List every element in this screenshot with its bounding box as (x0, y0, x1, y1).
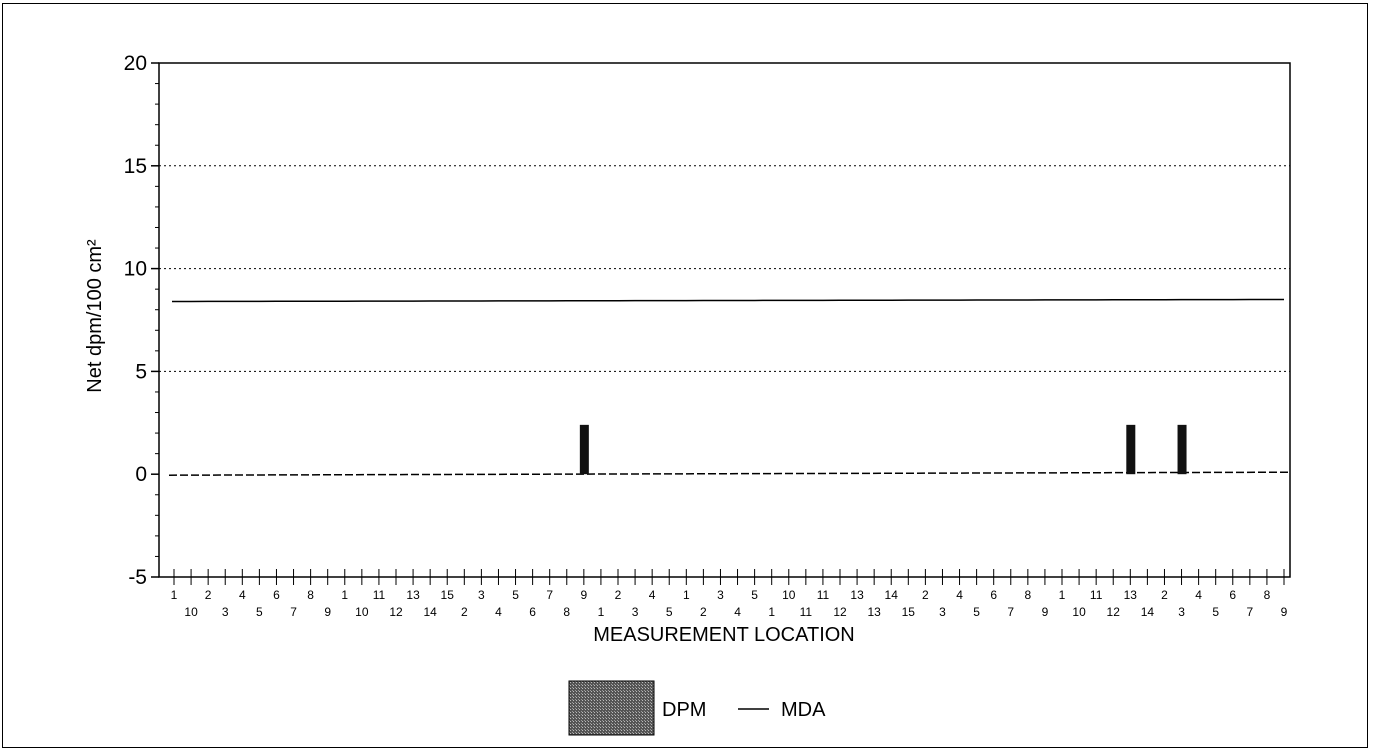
x-tick-label: 12 (1107, 605, 1121, 619)
x-tick-label: 5 (1212, 605, 1219, 619)
x-tick-label: 3 (1178, 605, 1185, 619)
x-tick-label: 3 (717, 588, 724, 602)
x-tick-label: 5 (751, 588, 758, 602)
x-tick-label: 13 (850, 588, 864, 602)
x-tick-label: 4 (495, 605, 502, 619)
x-tick-label: 3 (222, 605, 229, 619)
series-lines (171, 298, 1285, 303)
x-tick-label: 1 (1059, 588, 1066, 602)
x-tick-label: 5 (512, 588, 519, 602)
y-tick-label: 5 (135, 360, 147, 383)
x-tick-label: 1 (171, 588, 178, 602)
x-tick-label: 11 (817, 588, 830, 602)
x-tick-label: 9 (581, 588, 588, 602)
x-tick-label: 7 (1007, 605, 1014, 619)
grid-lines (158, 62, 1291, 578)
dpm-bar (1177, 424, 1187, 475)
x-tick-label: 3 (632, 605, 639, 619)
x-tick-label: 4 (239, 588, 246, 602)
x-tick-label: 14 (885, 588, 899, 602)
x-tick-label: 10 (1072, 605, 1086, 619)
x-tick-label: 14 (1141, 605, 1155, 619)
x-tick-label: 6 (529, 605, 536, 619)
y-tick-label: 20 (124, 52, 147, 75)
x-tick-label: 12 (833, 605, 847, 619)
x-tick-label: 7 (1247, 605, 1254, 619)
x-tick-label: 12 (389, 605, 403, 619)
x-tick-label: 1 (598, 605, 605, 619)
x-tick-label: 10 (782, 588, 796, 602)
plot-area (158, 62, 1291, 578)
legend: DPM MDA (568, 680, 826, 736)
x-tick-label: 5 (666, 605, 673, 619)
x-tick-label: 5 (256, 605, 263, 619)
legend-mda-label: MDA (781, 699, 826, 721)
zero-baseline (168, 471, 1291, 476)
x-tick-label: 4 (956, 588, 963, 602)
x-tick-label: 9 (1281, 605, 1288, 619)
x-tick-label: 13 (867, 605, 881, 619)
x-tick-label: 10 (355, 605, 369, 619)
y-axis: -5 0 5 10 15 20 (124, 52, 159, 589)
x-tick-label: 2 (922, 588, 929, 602)
y-tick-label: 15 (124, 155, 147, 178)
x-axis-title: MEASUREMENT LOCATION (593, 624, 855, 646)
x-tick-label: 8 (1025, 588, 1032, 602)
x-tick-label: 3 (478, 588, 485, 602)
x-tick-label: 5 (973, 605, 980, 619)
x-tick-label: 4 (734, 605, 741, 619)
x-tick-label: 10 (184, 605, 198, 619)
x-tick-label: 2 (205, 588, 212, 602)
legend-dpm-swatch (568, 680, 655, 736)
x-tick-label: 8 (563, 605, 570, 619)
x-tick-label: 3 (939, 605, 946, 619)
y-tick-label: 0 (135, 463, 147, 486)
x-tick-label: 13 (1124, 588, 1138, 602)
x-tick-label: 13 (406, 588, 420, 602)
x-tick-label: 2 (1161, 588, 1168, 602)
dpm-bars (579, 424, 1187, 475)
x-tick-label: 11 (800, 605, 813, 619)
x-axis: 1102345678911011121314152345678912345123… (171, 569, 1288, 619)
legend-dpm-label: DPM (662, 699, 706, 721)
x-tick-label: 2 (461, 605, 468, 619)
x-tick-label: 4 (1195, 588, 1202, 602)
x-tick-label: 7 (290, 605, 297, 619)
x-tick-label: 14 (423, 605, 437, 619)
x-tick-label: 6 (273, 588, 280, 602)
x-tick-label: 2 (615, 588, 622, 602)
x-tick-label: 6 (990, 588, 997, 602)
x-tick-label: 2 (700, 605, 707, 619)
dpm-bar (1126, 424, 1136, 475)
x-tick-label: 1 (341, 588, 348, 602)
x-tick-label: 15 (441, 588, 455, 602)
x-tick-label: 1 (768, 605, 775, 619)
x-tick-label: 1 (683, 588, 690, 602)
mda-line (171, 298, 1285, 303)
x-tick-label: 4 (649, 588, 656, 602)
y-tick-label: -5 (128, 566, 147, 589)
x-tick-label: 7 (546, 588, 553, 602)
x-tick-label: 11 (373, 588, 386, 602)
y-tick-label: 10 (124, 258, 147, 281)
x-tick-label: 6 (1229, 588, 1236, 602)
x-tick-label: 9 (1042, 605, 1049, 619)
y-axis-title: Net dpm/100 cm² (84, 239, 106, 393)
x-tick-label: 8 (307, 588, 314, 602)
x-tick-label: 15 (902, 605, 916, 619)
chart-frame: -5 0 5 10 15 20 1 10 2 3 4 5 6 7 8 9 1 10 11 12 13 14 15 2 3 4 5 6… (2, 3, 1368, 748)
x-tick-label: 11 (1090, 588, 1103, 602)
dpm-bar (579, 424, 589, 475)
x-tick-label: 8 (1264, 588, 1271, 602)
x-tick-label: 9 (324, 605, 331, 619)
